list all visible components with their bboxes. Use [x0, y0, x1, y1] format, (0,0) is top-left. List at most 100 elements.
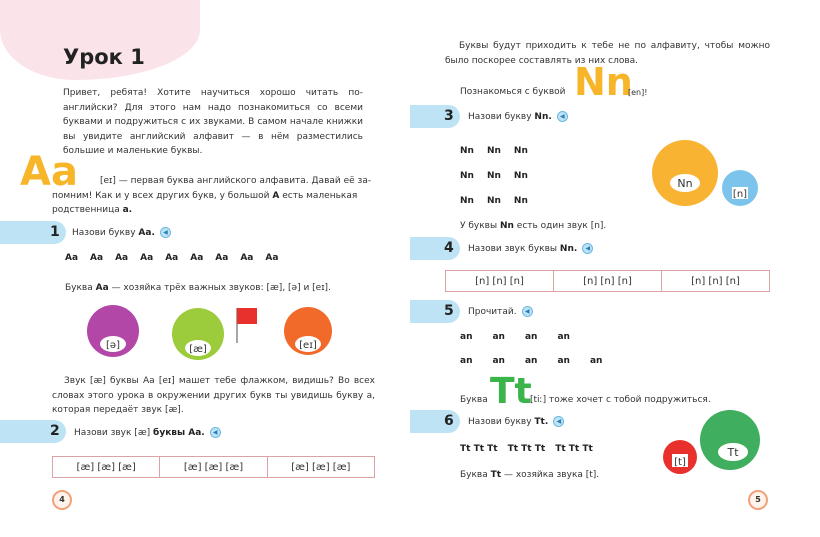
task-3-text: Назови букву Nn. ◀	[468, 111, 568, 122]
letter-item: Nn	[486, 171, 501, 181]
task-band	[410, 105, 460, 128]
sound-table-ae: [æ] [æ] [æ] [æ] [æ] [æ] [æ] [æ] [æ]	[51, 456, 376, 478]
big-letter-t: Tt	[490, 371, 532, 412]
table-cell: [n] [n] [n]	[661, 270, 770, 292]
task-number: 5	[444, 303, 454, 319]
flag-paragraph: Звук [æ] буквы Aa [eɪ] машет тебе флажко…	[52, 376, 375, 415]
speaker-icon[interactable]: ◀	[159, 227, 171, 238]
task-1-text: Назови букву Aa. ◀	[72, 227, 171, 238]
task-number: 4	[444, 240, 454, 256]
letter-item: Aa	[215, 253, 229, 263]
letter-item: an	[492, 356, 505, 366]
svg-text:Nn: Nn	[677, 177, 692, 190]
speaker-icon[interactable]: ◀	[209, 427, 221, 438]
letter-item: Nn	[513, 146, 528, 156]
flag-icon	[237, 308, 257, 324]
letter-item: Nn	[460, 171, 474, 181]
sound-table-n: [n] [n] [n] [n] [n] [n] [n] [n] [n]	[445, 270, 770, 292]
nn-grid-row: Nn Nn Nn	[460, 164, 541, 189]
letter-item: an	[557, 356, 570, 366]
table-cell: [æ] [æ] [æ]	[51, 456, 161, 478]
letter-item: an	[589, 356, 603, 366]
task-band	[0, 221, 66, 244]
task-band	[410, 300, 460, 323]
nn-grid: Nn Nn Nn Nn Nn Nn Nn Nn Nn	[460, 139, 541, 214]
letter-item: Tt Tt Tt	[460, 444, 498, 454]
monster-ei: [eɪ]	[284, 307, 332, 355]
task-6-text: Назови букву Tt. ◀	[468, 416, 565, 427]
letter-item: Aa	[190, 253, 204, 263]
letter-item: an	[524, 332, 538, 342]
a-intro-line: помним! Как и у всех других букв, у боль…	[52, 191, 358, 201]
table-cell: [n] [n] [n]	[553, 270, 662, 292]
sounds-line: Буква Aa — хозяйка трёх важных звуков: […	[65, 283, 331, 293]
n-sound: [en]!	[628, 88, 648, 97]
letter-item: Aa	[140, 253, 154, 263]
speaker-icon[interactable]: ◀	[553, 416, 565, 427]
task-5-text: Прочитай. ◀	[468, 306, 533, 317]
n-one-sound: У буквы Nn есть один звук [n].	[460, 221, 607, 231]
letter-item: an	[492, 332, 505, 342]
page-number: 5	[748, 490, 768, 510]
a-intro-line: родственница a.	[52, 205, 133, 215]
speaker-icon[interactable]: ◀	[582, 243, 594, 254]
monster-ae: [æ]	[172, 308, 257, 360]
task-number: 3	[444, 108, 454, 124]
right-intro: Буквы будут приходить к тебе не по алфав…	[445, 41, 770, 66]
letter-item: an	[557, 332, 570, 342]
letter-item: Aa	[165, 253, 179, 263]
task-2-text: Назови звук [æ] буквы Aa. ◀	[74, 427, 221, 438]
intro-paragraph: Привет, ребята! Хотите научиться хорошо …	[63, 88, 363, 156]
big-letter-a: Aa	[20, 149, 78, 195]
an-row-1: an an an an	[460, 332, 590, 342]
svg-text:[n]: [n]	[733, 189, 747, 200]
task-band	[410, 237, 460, 260]
a-intro-line: [eɪ] — первая буква английского алфавита…	[100, 176, 372, 186]
svg-text:[t]: [t]	[674, 457, 686, 468]
meet-text: Познакомься с буквой	[460, 87, 566, 97]
task-band	[410, 410, 460, 433]
task-number: 2	[50, 423, 60, 439]
nn-grid-row: Nn Nn Nn	[460, 189, 541, 214]
speaker-icon[interactable]: ◀	[556, 111, 568, 122]
task-4-text: Назови звук буквы Nn. ◀	[468, 243, 594, 254]
letter-item: Nn	[486, 146, 501, 156]
letter-item: an	[524, 356, 538, 366]
letter-item: Aa	[115, 253, 129, 263]
aa-row: Aa Aa Aa Aa Aa Aa Aa Aa Aa	[65, 253, 290, 263]
an-row-2: an an an an an	[460, 356, 622, 366]
letter-item: Nn	[513, 171, 528, 181]
svg-text:[ə]: [ə]	[106, 340, 120, 351]
svg-text:[æ]: [æ]	[189, 344, 207, 355]
monsters-illustration: [ə] [æ] [eɪ]	[87, 305, 332, 360]
t-prefix: Буква	[460, 395, 488, 405]
task-band	[0, 420, 66, 443]
t-sound-line: Буква Tt — хозяйка звука [t].	[460, 470, 600, 480]
letter-item: Nn	[513, 196, 528, 206]
table-cell: [n] [n] [n]	[445, 270, 554, 292]
letter-item: Nn	[460, 196, 474, 206]
letter-item: Aa	[90, 253, 104, 263]
speaker-icon[interactable]: ◀	[521, 306, 533, 317]
nn-grid-row: Nn Nn Nn	[460, 139, 541, 164]
letter-item: Nn	[460, 146, 474, 156]
page-number: 4	[52, 490, 72, 510]
monster-schwa: [ə]	[87, 305, 139, 357]
monsters-n-illustration: Nn [n]	[652, 140, 758, 206]
big-letter-n: Nn	[574, 60, 633, 104]
tt-row: Tt Tt Tt Tt Tt Tt Tt Tt Tt	[460, 444, 603, 454]
letter-item: Nn	[486, 196, 501, 206]
svg-text:Tt: Tt	[726, 446, 739, 459]
svg-text:[eɪ]: [eɪ]	[299, 340, 317, 351]
task-number: 1	[50, 224, 60, 240]
task-number: 6	[444, 413, 454, 429]
letter-item: Aa	[240, 253, 254, 263]
letter-item: Aa	[265, 253, 279, 263]
letter-item: Tt Tt Tt	[507, 444, 546, 454]
letter-item: Tt Tt Tt	[555, 444, 593, 454]
page-title: Урок 1	[63, 45, 145, 69]
monsters-t-illustration: [t] Tt	[663, 410, 760, 474]
table-cell: [æ] [æ] [æ]	[159, 456, 268, 478]
letter-item: Aa	[65, 253, 79, 263]
letter-item: an	[460, 332, 473, 342]
